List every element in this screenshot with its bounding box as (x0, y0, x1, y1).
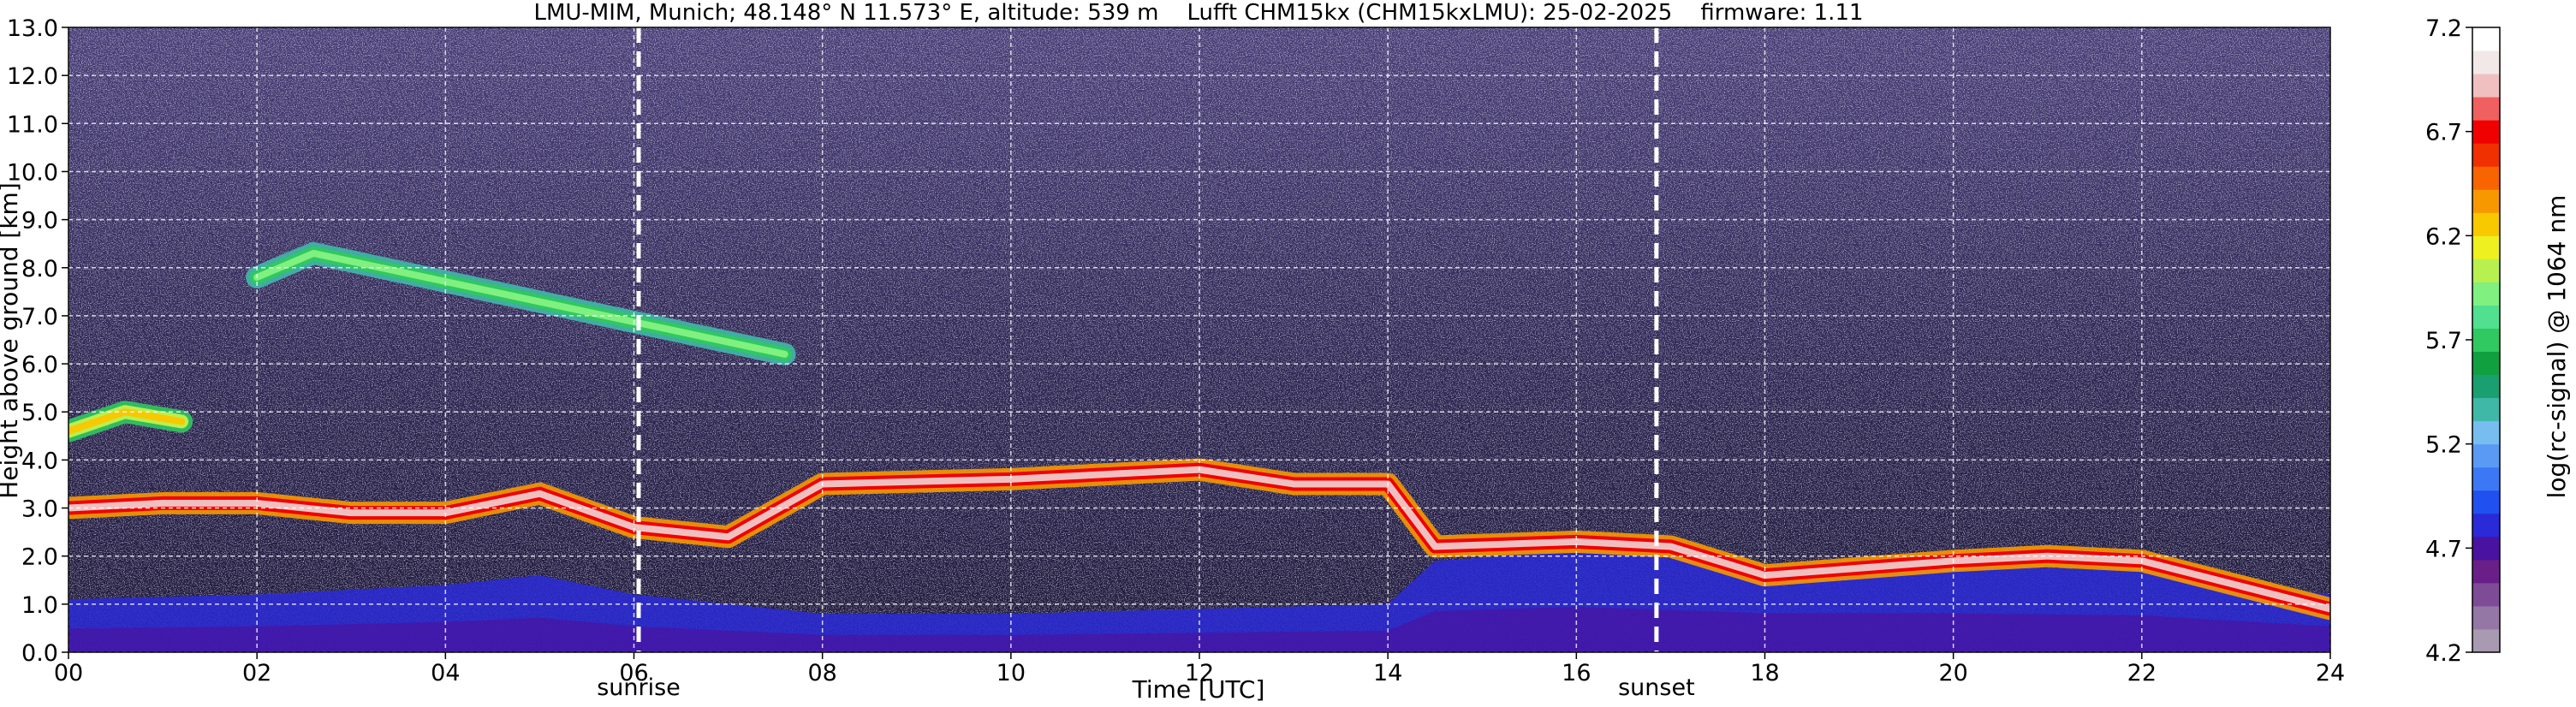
y-tick-label: 0.0 (21, 640, 58, 667)
sun-event-lines (636, 27, 1659, 652)
y-tick-label: 2.0 (21, 544, 58, 571)
x-tick-label: 00 (54, 660, 83, 686)
colorbar-tick-label: 6.2 (2425, 223, 2462, 250)
y-tick-label: 7.0 (21, 304, 58, 330)
colorbar-tick-label: 6.7 (2425, 120, 2462, 146)
x-tick-label: 14 (1373, 660, 1402, 686)
y-axis-label: Height above ground [km] (0, 182, 23, 499)
y-tick-label: 9.0 (21, 208, 58, 235)
y-tick-label: 13.0 (7, 15, 58, 42)
plot-area (68, 27, 2331, 653)
colorbar-segment (2472, 328, 2500, 353)
colorbar-segment (2472, 443, 2500, 468)
x-tick-label: 12 (1185, 660, 1214, 686)
colorbar-segment (2472, 120, 2500, 144)
colorbar-segment (2472, 74, 2500, 98)
y-tick-label: 3.0 (21, 496, 58, 523)
colorbar-tick-label: 4.2 (2425, 640, 2462, 667)
colorbar-segment (2472, 143, 2500, 167)
colorbar-segment (2472, 235, 2500, 259)
x-axis-ticks: 00 02 04 06 08 10 12 14 16 18 20 22 24 (54, 652, 2345, 686)
colorbar-segment (2472, 305, 2500, 329)
colorbar: 4.2 4.7 5.2 5.7 6.2 6.7 7.2 (2425, 15, 2501, 667)
y-tick-label: 4.0 (21, 448, 58, 474)
colorbar-segment (2472, 212, 2500, 236)
x-tick-label: 16 (1562, 660, 1591, 686)
colorbar-tick-label: 5.2 (2425, 432, 2462, 459)
y-tick-label: 11.0 (7, 111, 58, 138)
x-tick-label: 20 (1938, 660, 1967, 686)
colorbar-segment (2472, 559, 2500, 584)
colorbar-segment (2472, 513, 2500, 538)
x-tick-label: 08 (807, 660, 836, 686)
colorbar-segment (2472, 27, 2500, 51)
x-tick-label: 22 (2127, 660, 2157, 686)
x-tick-label: 06 (619, 660, 648, 686)
x-axis-label: Time [UTC] (1132, 675, 1265, 704)
layer-3 (253, 249, 788, 358)
x-tick-label: 24 (2316, 660, 2345, 686)
chart-title: LMU-MIM, Munich; 48.148° N 11.573° E, al… (533, 0, 1864, 26)
y-tick-label: 5.0 (21, 400, 58, 426)
colorbar-tick-label: 5.7 (2425, 328, 2462, 354)
colorbar-segment (2472, 397, 2500, 422)
colorbar-segment (2472, 536, 2500, 561)
layer-core-0 (68, 606, 2330, 652)
y-tick-label: 12.0 (7, 63, 58, 90)
x-tick-label: 02 (242, 660, 271, 686)
colorbar-segment (2472, 490, 2500, 514)
y-tick-label: 1.0 (21, 592, 58, 619)
colorbar-segment (2472, 166, 2500, 190)
colorbar-label: log(rc-signal) @ 1064 nm (2543, 195, 2571, 499)
colorbar-segment (2472, 582, 2500, 607)
y-axis-ticks: 0.0 1.0 2.0 3.0 4.0 5.0 6.0 7.0 8.0 9.0 10.0 11.0 12… (7, 15, 68, 667)
x-tick-label: 10 (996, 660, 1026, 686)
y-tick-label: 6.0 (21, 352, 58, 378)
colorbar-segment (2472, 258, 2500, 282)
y-tick-label: 10.0 (7, 159, 58, 186)
colorbar-segment (2472, 282, 2500, 306)
x-tick-label: 18 (1750, 660, 1779, 686)
colorbar-segment (2472, 50, 2500, 74)
y-tick-label: 8.0 (21, 256, 58, 282)
colorbar-segment (2472, 189, 2500, 213)
colorbar-tick-label: 4.7 (2425, 536, 2462, 562)
colorbar-segment (2472, 628, 2500, 653)
annotation-sunset: sunset (1618, 674, 1695, 701)
colorbar-segment (2472, 97, 2500, 121)
colorbar-segment (2472, 351, 2500, 376)
x-tick-label: 04 (431, 660, 460, 686)
colorbar-tick-label: 7.2 (2425, 15, 2462, 42)
annotation-sunrise: sunrise (597, 674, 681, 701)
colorbar-segment (2472, 605, 2500, 630)
colorbar-segment (2472, 420, 2500, 445)
colorbar-segment (2472, 466, 2500, 491)
colorbar-segment (2472, 374, 2500, 399)
